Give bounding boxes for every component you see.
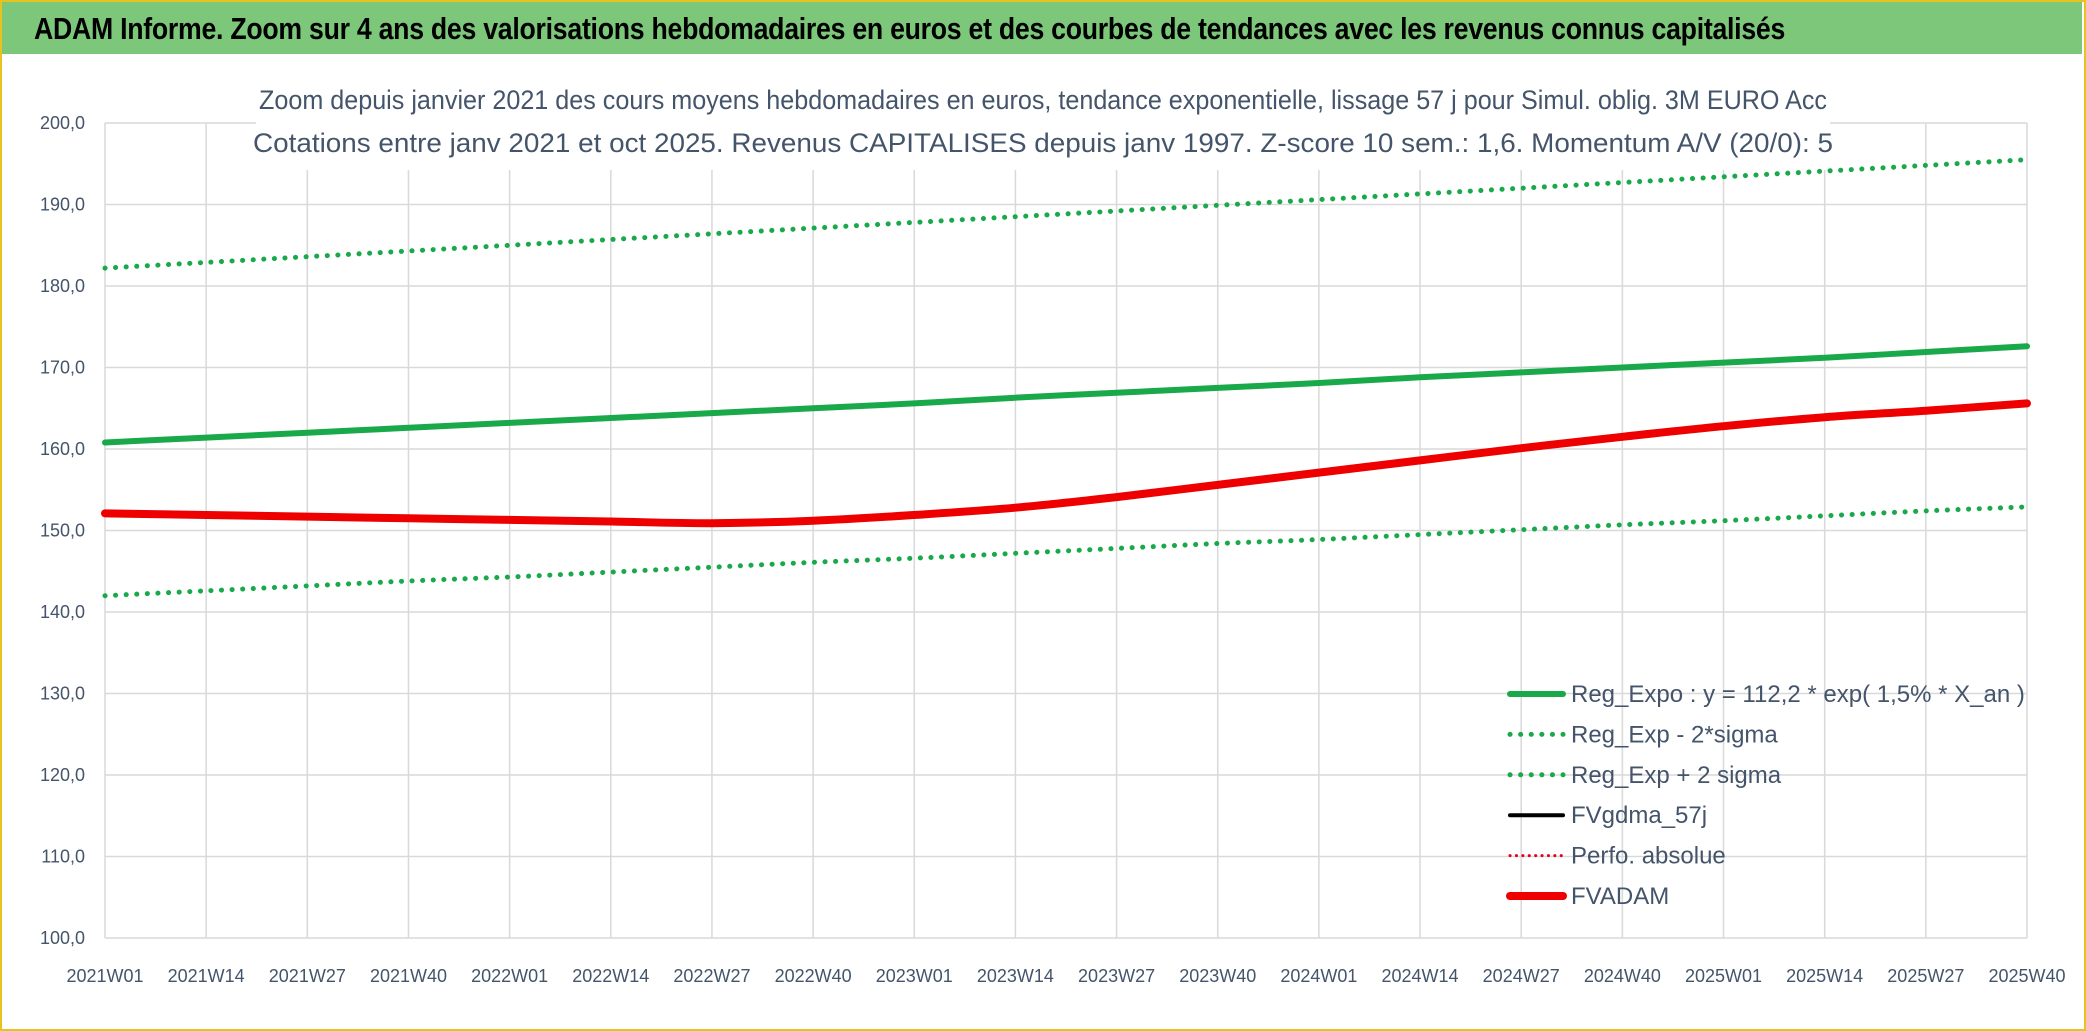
series-line-1 xyxy=(102,504,2030,599)
legend-label-4: Perfo. absolue xyxy=(1571,843,1726,870)
x-tick-label: 2025W27 xyxy=(1887,966,1964,986)
legend: Reg_Expo : y = 112,2 * exp( 1,5% * X_an … xyxy=(1506,681,2025,910)
series-line-2 xyxy=(102,157,2030,271)
y-tick-label: 200,0 xyxy=(40,113,85,133)
x-tick-label: 2025W14 xyxy=(1786,966,1863,986)
x-tick-label: 2022W14 xyxy=(572,966,649,986)
legend-label-1: Reg_Exp - 2*sigma xyxy=(1571,721,1778,748)
series-line-0 xyxy=(102,343,2030,446)
y-tick-label: 120,0 xyxy=(40,765,85,785)
x-tick-label: 2022W27 xyxy=(673,966,750,986)
y-tick-label: 130,0 xyxy=(40,684,85,704)
x-tick-label: 2021W14 xyxy=(168,966,245,986)
x-axis-ticks: 2021W01 2021W14 2021W27 2021W40 2022W01 2022W… xyxy=(66,966,2065,986)
banner-title: ADAM Informe. Zoom sur 4 ans des valoris… xyxy=(34,11,1786,46)
x-tick-label: 2022W40 xyxy=(775,966,852,986)
y-tick-label: 150,0 xyxy=(40,521,85,541)
x-tick-label: 2023W14 xyxy=(977,966,1054,986)
x-tick-label: 2025W40 xyxy=(1988,966,2065,986)
series-lines xyxy=(101,157,2031,599)
x-tick-label: 2024W14 xyxy=(1382,966,1459,986)
y-tick-label: 110,0 xyxy=(41,847,85,867)
legend-label-2: Reg_Exp + 2 sigma xyxy=(1571,762,1782,789)
x-tick-label: 2021W27 xyxy=(269,966,346,986)
chart-title: Zoom depuis janvier 2021 des cours moyen… xyxy=(259,85,1827,115)
x-tick-label: 2024W01 xyxy=(1280,966,1357,986)
legend-label-0: Reg_Expo : y = 112,2 * exp( 1,5% * X_an … xyxy=(1571,681,2025,708)
y-tick-label: 140,0 xyxy=(40,602,85,622)
title-banner: ADAM Informe. Zoom sur 4 ans des valoris… xyxy=(2,2,2082,54)
x-tick-label: 2023W01 xyxy=(876,966,953,986)
x-tick-label: 2023W27 xyxy=(1078,966,1155,986)
y-tick-label: 100,0 xyxy=(40,928,85,948)
y-tick-label: 180,0 xyxy=(40,276,85,296)
title-backdrop xyxy=(256,78,1830,170)
grid-lines xyxy=(104,122,2028,939)
x-tick-label: 2021W40 xyxy=(370,966,447,986)
x-tick-label: 2025W01 xyxy=(1685,966,1762,986)
x-tick-label: 2021W01 xyxy=(66,966,143,986)
legend-label-5: FVADAM xyxy=(1571,883,1669,910)
y-axis-ticks: 100,0 110,0 120,0 130,0 140,0 150,0 160,0 170,0… xyxy=(40,113,85,948)
y-tick-label: 160,0 xyxy=(40,439,85,459)
x-tick-label: 2024W40 xyxy=(1584,966,1661,986)
chart-subtitle: Cotations entre janv 2021 et oct 2025. R… xyxy=(253,128,1833,158)
series-line-5 xyxy=(101,399,2031,528)
x-tick-label: 2024W27 xyxy=(1483,966,1560,986)
y-tick-label: 170,0 xyxy=(40,358,85,378)
y-tick-label: 190,0 xyxy=(40,195,85,215)
legend-label-3: FVgdma_57j xyxy=(1571,802,1707,829)
x-tick-label: 2022W01 xyxy=(471,966,548,986)
x-tick-label: 2023W40 xyxy=(1179,966,1256,986)
